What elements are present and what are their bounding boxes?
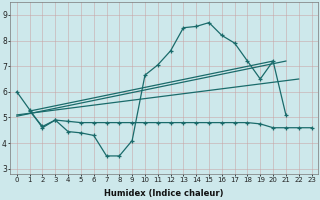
X-axis label: Humidex (Indice chaleur): Humidex (Indice chaleur) xyxy=(104,189,224,198)
